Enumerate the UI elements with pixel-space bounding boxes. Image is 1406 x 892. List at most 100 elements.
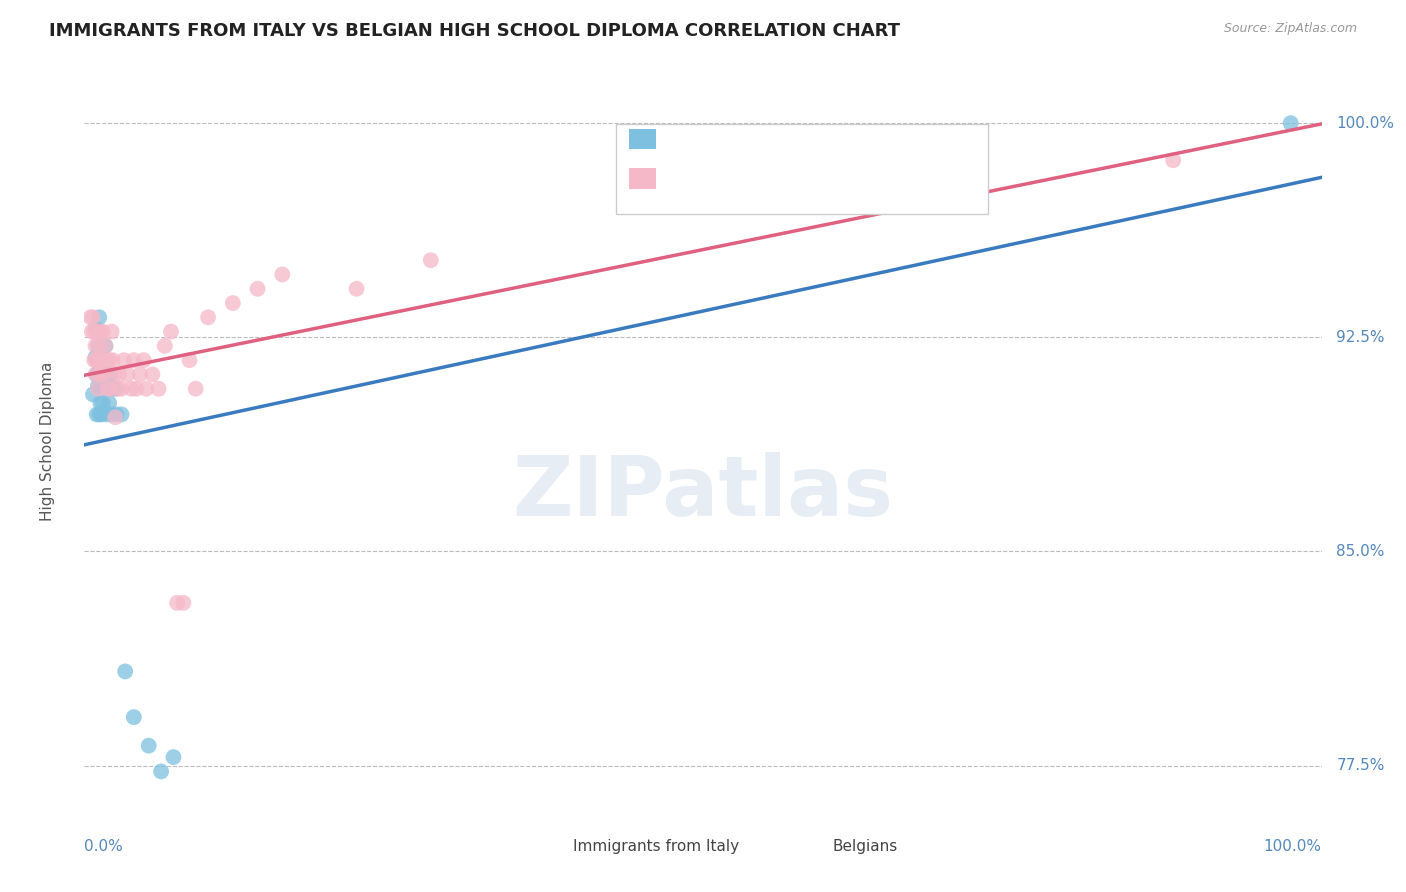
- Point: [125, 382, 148, 396]
- Point: [86, 408, 108, 422]
- Point: [89, 408, 111, 422]
- Point: [98, 382, 121, 396]
- Point: [160, 325, 183, 339]
- Point: [97, 382, 120, 396]
- Point: [100, 408, 122, 422]
- Text: 85.0%: 85.0%: [1337, 544, 1385, 559]
- Point: [104, 410, 127, 425]
- Point: [96, 353, 118, 368]
- Point: [86, 325, 108, 339]
- Point: [129, 368, 152, 382]
- Text: 100.0%: 100.0%: [1264, 838, 1322, 854]
- Text: Belgians: Belgians: [832, 838, 898, 854]
- Point: [97, 368, 120, 382]
- Point: [86, 368, 108, 382]
- Text: N = 32: N = 32: [832, 130, 893, 145]
- Point: [1279, 116, 1302, 130]
- Point: [89, 339, 111, 353]
- Point: [104, 382, 127, 396]
- Point: [94, 339, 117, 353]
- Point: [141, 368, 163, 382]
- Point: [87, 379, 110, 393]
- Text: High School Diploma: High School Diploma: [39, 362, 55, 521]
- FancyBboxPatch shape: [628, 128, 657, 149]
- Point: [346, 282, 368, 296]
- Point: [965, 182, 987, 196]
- Point: [89, 368, 111, 382]
- Point: [89, 353, 111, 368]
- Text: IMMIGRANTS FROM ITALY VS BELGIAN HIGH SCHOOL DIPLOMA CORRELATION CHART: IMMIGRANTS FROM ITALY VS BELGIAN HIGH SC…: [49, 22, 900, 40]
- Point: [91, 396, 114, 410]
- Point: [108, 368, 131, 382]
- Point: [271, 268, 294, 282]
- Point: [84, 322, 107, 336]
- Point: [87, 353, 110, 368]
- Point: [184, 382, 207, 396]
- Point: [419, 253, 441, 268]
- Point: [100, 325, 122, 339]
- Point: [135, 382, 157, 396]
- Point: [82, 310, 104, 325]
- Point: [84, 351, 107, 365]
- Point: [166, 596, 188, 610]
- Text: 100.0%: 100.0%: [1337, 116, 1395, 130]
- Point: [110, 408, 132, 422]
- Point: [79, 310, 101, 325]
- Point: [162, 750, 184, 764]
- Point: [91, 325, 114, 339]
- Point: [107, 382, 129, 396]
- Point: [82, 387, 104, 401]
- Point: [1161, 153, 1184, 168]
- Point: [112, 353, 135, 368]
- Point: [96, 408, 118, 422]
- FancyBboxPatch shape: [616, 124, 987, 214]
- Text: 92.5%: 92.5%: [1337, 330, 1385, 345]
- Point: [89, 310, 111, 325]
- Point: [83, 353, 105, 368]
- Point: [120, 382, 142, 396]
- Point: [89, 396, 111, 410]
- Point: [132, 353, 155, 368]
- Point: [197, 310, 219, 325]
- Point: [150, 764, 173, 779]
- FancyBboxPatch shape: [801, 836, 824, 852]
- Text: 77.5%: 77.5%: [1337, 758, 1385, 773]
- Point: [138, 739, 160, 753]
- Point: [179, 353, 201, 368]
- FancyBboxPatch shape: [543, 836, 564, 852]
- Text: R = 0.517: R = 0.517: [666, 170, 747, 186]
- Point: [97, 382, 120, 396]
- Point: [89, 365, 111, 379]
- Text: N = 54: N = 54: [832, 170, 893, 186]
- Text: Source: ZipAtlas.com: Source: ZipAtlas.com: [1223, 22, 1357, 36]
- Point: [86, 353, 108, 368]
- Point: [98, 368, 121, 382]
- Point: [84, 339, 107, 353]
- Point: [90, 379, 112, 393]
- Point: [98, 396, 121, 410]
- Point: [153, 339, 176, 353]
- Point: [98, 353, 121, 368]
- Point: [110, 382, 132, 396]
- Point: [101, 353, 124, 368]
- Point: [148, 382, 170, 396]
- Point: [93, 368, 115, 382]
- Point: [114, 665, 136, 679]
- Point: [117, 368, 139, 382]
- Point: [89, 325, 111, 339]
- Point: [172, 596, 194, 610]
- Text: ZIPatlas: ZIPatlas: [513, 451, 893, 533]
- Point: [105, 408, 128, 422]
- Point: [90, 368, 112, 382]
- Point: [94, 339, 117, 353]
- Point: [83, 325, 105, 339]
- Text: R = 0.064: R = 0.064: [666, 130, 747, 145]
- FancyBboxPatch shape: [628, 169, 657, 189]
- Point: [122, 710, 145, 724]
- Point: [87, 339, 110, 353]
- Point: [87, 382, 110, 396]
- Point: [246, 282, 269, 296]
- Text: Immigrants from Italy: Immigrants from Italy: [574, 838, 740, 854]
- Point: [84, 368, 107, 382]
- Point: [80, 325, 103, 339]
